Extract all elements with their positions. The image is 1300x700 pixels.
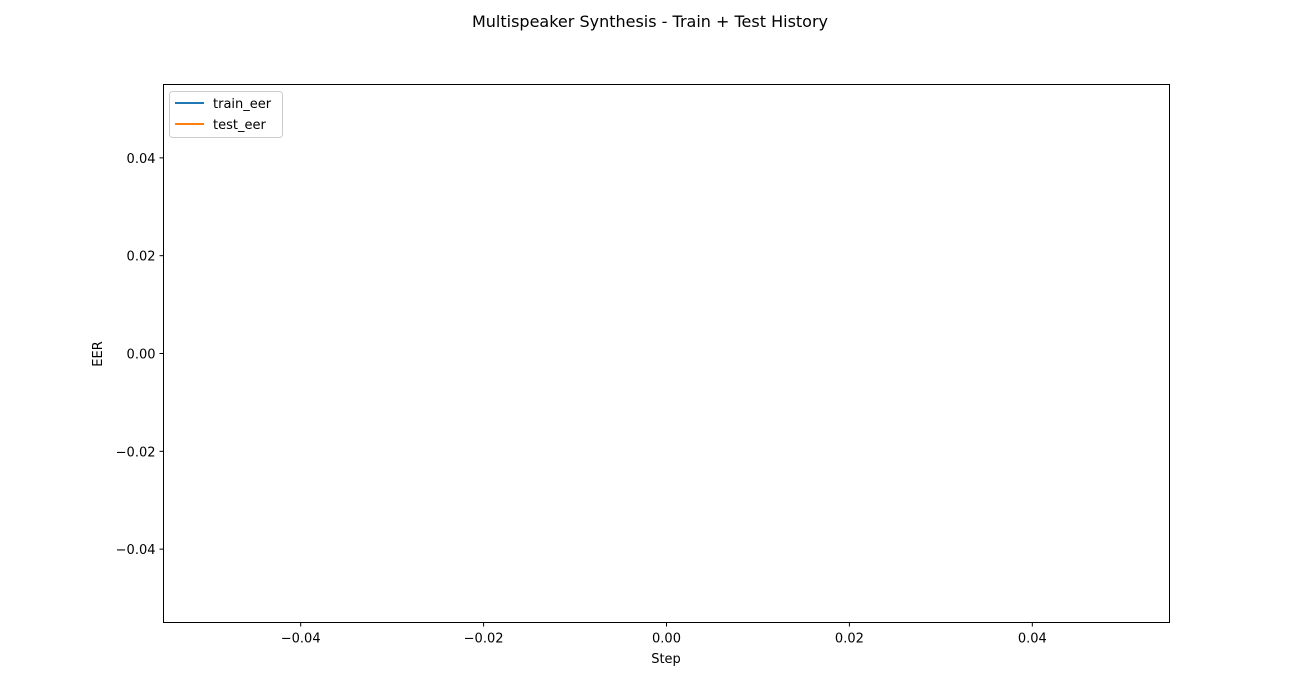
y-tick-label: 0.02 — [127, 250, 156, 265]
legend-label-train_eer: train_eer — [213, 97, 272, 112]
x-axis: −0.04 −0.02 0.00 0.02 0.04 — [281, 622, 1047, 647]
chart-title: Multispeaker Synthesis - Train + Test Hi… — [472, 12, 828, 31]
plot-background — [163, 84, 1170, 623]
y-axis-label: EER — [91, 341, 106, 366]
y-tick-label: 0.00 — [127, 348, 156, 363]
y-tick-label: 0.04 — [127, 152, 156, 167]
x-tick-label: −0.02 — [464, 632, 504, 647]
x-tick-label: −0.04 — [281, 632, 321, 647]
y-axis: −0.04 −0.02 0.00 0.02 0.04 — [116, 152, 164, 558]
y-tick-label: −0.02 — [116, 445, 156, 460]
y-tick-label: −0.04 — [116, 543, 156, 558]
legend-items: train_eer test_eer — [175, 97, 272, 133]
x-tick-label: 0.04 — [1018, 632, 1047, 647]
plot-area — [163, 84, 1170, 623]
x-tick-label: 0.02 — [835, 632, 864, 647]
x-axis-label: Step — [651, 652, 681, 667]
legend-label-test_eer: test_eer — [213, 118, 266, 133]
legend: train_eer test_eer — [169, 91, 283, 138]
x-tick-label: 0.00 — [652, 632, 681, 647]
